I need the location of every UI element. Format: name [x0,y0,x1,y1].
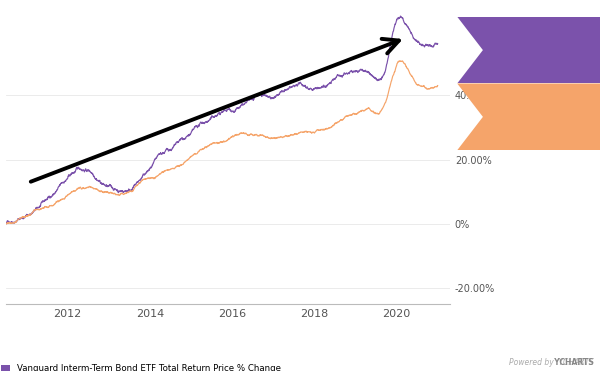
Text: 56%: 56% [521,41,565,59]
Polygon shape [457,17,600,83]
Text: Powered by  YCHARTS: Powered by YCHARTS [509,358,594,367]
Legend: Vanguard Interm-Term Bond ETF Total Return Price % Change, iShares Core Aggregat: Vanguard Interm-Term Bond ETF Total Retu… [1,364,287,371]
Text: 43%: 43% [521,108,565,126]
Text: YCHARTS: YCHARTS [529,358,594,367]
Polygon shape [457,83,600,150]
